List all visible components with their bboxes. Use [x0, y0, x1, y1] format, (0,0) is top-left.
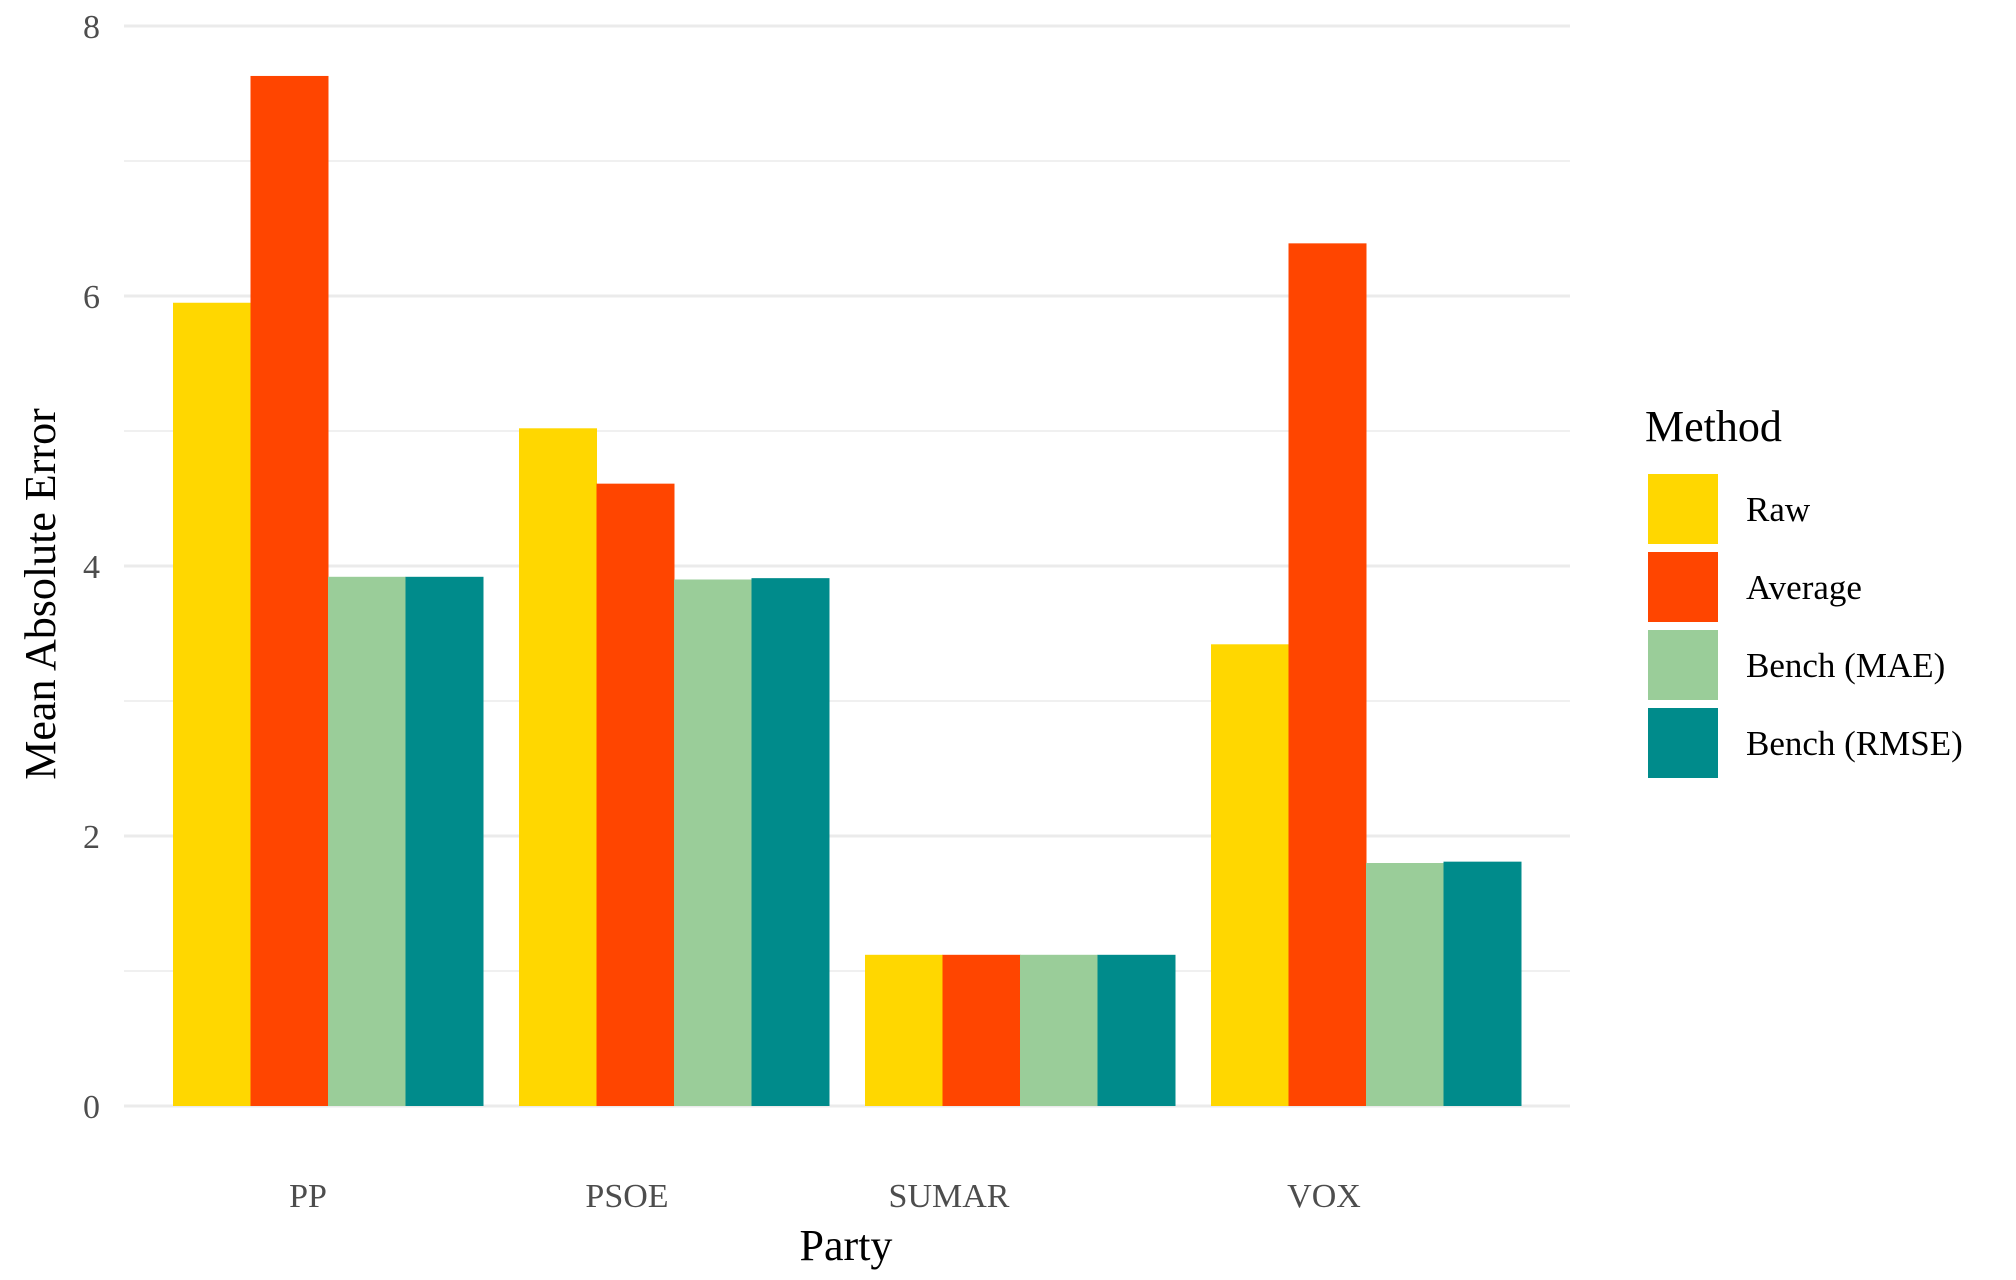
bar-sumar-bench-mae	[1020, 954, 1098, 1106]
legend-title: Method	[1645, 402, 1782, 451]
y-tick-label: 8	[83, 9, 100, 46]
legend-swatch	[1648, 708, 1718, 778]
x-tick-label: SUMAR	[889, 1178, 1010, 1215]
legend-label: Raw	[1746, 490, 1811, 529]
legend-items: Raw Average Bench (MAE) Bench (RMSE)	[1648, 474, 1963, 778]
bar-sumar-raw	[865, 954, 943, 1106]
y-tick-labels: 0 2 4 6 8	[83, 9, 100, 1126]
legend-label: Bench (MAE)	[1746, 646, 1945, 685]
bar-pp-raw	[173, 302, 251, 1106]
y-tick-label: 0	[83, 1089, 100, 1126]
bar-vox-bench-rmse	[1443, 861, 1522, 1106]
legend-label: Bench (RMSE)	[1746, 724, 1963, 763]
y-tick-label: 2	[83, 819, 100, 856]
bar-sumar-bench-rmse	[1097, 954, 1176, 1106]
bar-pp-bench-mae	[328, 576, 406, 1106]
bar-sumar-average	[942, 954, 1021, 1106]
bar-pp-average	[250, 75, 329, 1107]
bar-psoe-average	[596, 483, 675, 1106]
x-tick-label: VOX	[1287, 1178, 1361, 1215]
y-tick-label: 4	[83, 549, 100, 586]
bar-vox-bench-mae	[1366, 863, 1444, 1106]
bar-vox-average	[1288, 243, 1367, 1107]
bar-psoe-raw	[519, 428, 597, 1106]
y-tick-label: 6	[83, 279, 100, 316]
bars	[173, 75, 1522, 1107]
legend-swatch	[1648, 552, 1718, 622]
bar-vox-raw	[1211, 644, 1289, 1106]
x-tick-labels: PP PSOE SUMAR VOX	[289, 1178, 1361, 1215]
x-tick-label: PSOE	[585, 1178, 668, 1215]
legend: Method Raw Average Bench (MAE) Bench (RMSE)	[1645, 402, 1963, 778]
legend-swatch	[1648, 630, 1718, 700]
x-tick-label: PP	[289, 1178, 327, 1215]
x-axis-title: Party	[800, 1221, 893, 1270]
bar-psoe-bench-rmse	[751, 578, 830, 1106]
legend-swatch	[1648, 474, 1718, 544]
bar-psoe-bench-mae	[674, 579, 752, 1106]
y-axis-title: Mean Absolute Error	[16, 408, 65, 780]
legend-label: Average	[1746, 568, 1862, 607]
bar-pp-bench-rmse	[405, 576, 484, 1106]
